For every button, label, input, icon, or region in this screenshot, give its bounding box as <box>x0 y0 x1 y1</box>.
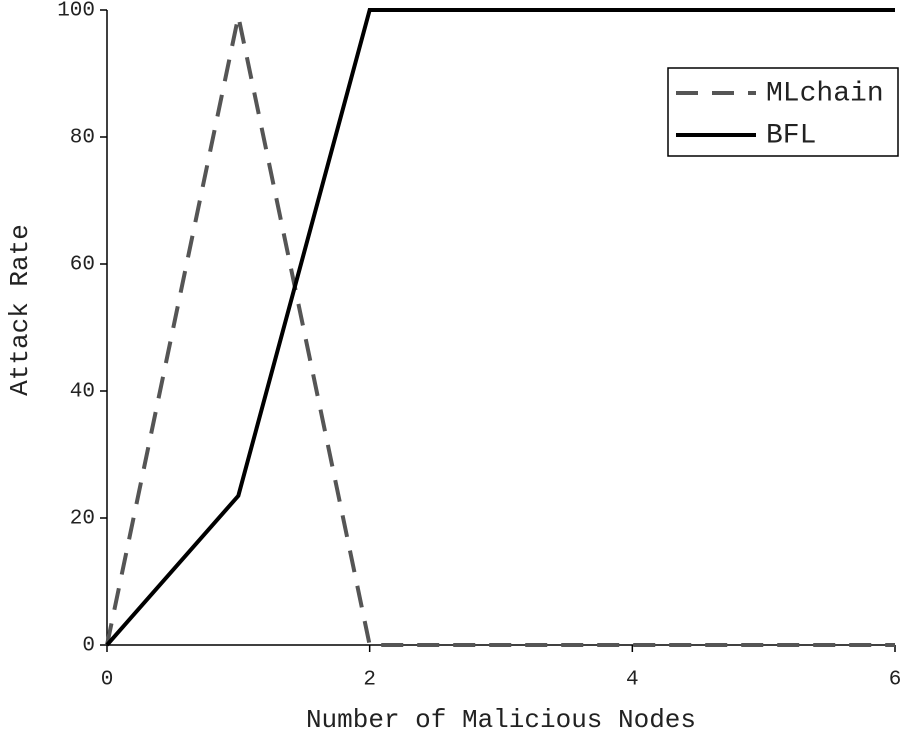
legend-label: BFL <box>766 120 816 151</box>
x-tick-label: 6 <box>889 669 902 692</box>
y-tick-label: 60 <box>70 254 95 277</box>
legend-label: MLchain <box>766 78 884 109</box>
y-tick-label: 0 <box>82 635 95 658</box>
legend: MLchain BFL <box>667 67 899 157</box>
legend-box <box>667 67 899 157</box>
data-line <box>105 15 895 647</box>
y-axis-title: Attack Rate <box>5 224 35 396</box>
data-line <box>105 8 895 647</box>
y-tick-label: 40 <box>70 381 95 404</box>
y-tick-label: 100 <box>57 0 95 23</box>
y-tick-label: 80 <box>70 127 95 150</box>
x-tick-label: 4 <box>626 669 639 692</box>
y-tick-label: 20 <box>70 508 95 531</box>
x-tick-label: 2 <box>363 669 376 692</box>
x-tick-label: 0 <box>101 669 114 692</box>
x-axis-title: Number of Malicious Nodes <box>306 705 696 735</box>
